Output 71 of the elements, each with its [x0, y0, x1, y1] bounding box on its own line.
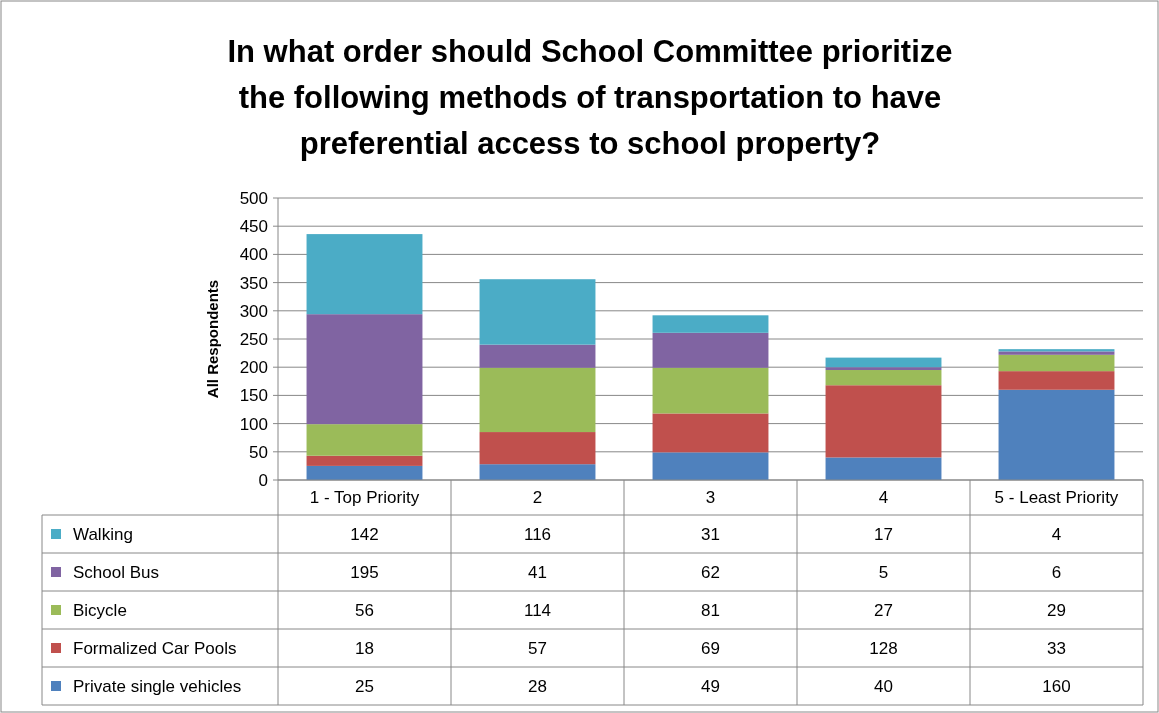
legend-label: Private single vehicles: [73, 676, 242, 696]
bar: [479, 344, 596, 368]
bar: [306, 314, 423, 425]
data-label: 41: [528, 562, 547, 582]
y-tick-label: 200: [239, 358, 268, 378]
data-label: 29: [1047, 600, 1066, 620]
bar: [825, 357, 942, 368]
x-tick-label: 2: [532, 488, 543, 508]
data-label: 28: [528, 676, 547, 696]
data-label: 128: [869, 638, 898, 658]
bar: [998, 371, 1115, 390]
bar: [479, 464, 596, 480]
data-label: 6: [1051, 562, 1062, 582]
bar: [998, 389, 1115, 480]
data-label: 195: [350, 562, 379, 582]
x-tick-label: 3: [705, 488, 716, 508]
data-label: 25: [355, 676, 374, 696]
bar: [306, 455, 423, 466]
bar: [479, 432, 596, 465]
legend-label: Formalized Car Pools: [73, 638, 237, 658]
data-label: 17: [874, 524, 893, 544]
bar: [306, 424, 423, 456]
y-tick-label: 250: [239, 329, 268, 349]
y-tick-label: 350: [239, 273, 268, 293]
data-label: 114: [523, 600, 552, 620]
data-label: 18: [355, 638, 374, 658]
y-tick-label: 0: [258, 470, 268, 490]
data-label: 160: [1042, 676, 1071, 696]
data-label: 81: [701, 600, 720, 620]
chart-title: In what order should School Committee prioritize the following methods of transportation to have preferential access to school property?: [227, 34, 953, 161]
data-label: 56: [355, 600, 374, 620]
bar: [998, 354, 1115, 372]
x-tick-label: 1 - Top Priority: [309, 488, 420, 508]
legend-label: Walking: [73, 524, 133, 544]
data-label: 69: [701, 638, 720, 658]
bar: [479, 279, 596, 345]
y-tick-label: 500: [239, 188, 268, 208]
bar: [652, 452, 769, 480]
data-label: 116: [523, 524, 552, 544]
bar: [652, 315, 769, 333]
bar: [306, 465, 423, 480]
data-label: 27: [874, 600, 893, 620]
bar: [825, 385, 942, 458]
bar: [479, 367, 596, 433]
bar: [825, 457, 942, 480]
data-label: 40: [874, 676, 893, 696]
bar: [825, 367, 942, 371]
y-tick-label: 400: [239, 245, 268, 265]
bar: [652, 413, 769, 453]
y-tick-label: 100: [239, 414, 268, 434]
legend-label: School Bus: [73, 562, 159, 582]
legend-label: Bicycle: [73, 600, 127, 620]
data-label: 33: [1047, 638, 1066, 658]
bar: [652, 332, 769, 368]
y-axis-title: All Respondents: [204, 279, 221, 399]
y-tick-label: 300: [239, 301, 268, 321]
data-label: 4: [1051, 524, 1062, 544]
y-tick-label: 450: [239, 217, 268, 237]
bar: [652, 367, 769, 414]
data-label: 5: [878, 562, 889, 582]
y-tick-label: 150: [239, 386, 268, 406]
data-label: 142: [350, 524, 379, 544]
data-label: 62: [701, 562, 720, 582]
data-label: 31: [701, 524, 720, 544]
bar: [306, 234, 423, 315]
data-label: 57: [528, 638, 547, 658]
data-label: 49: [701, 676, 720, 696]
x-tick-label: 4: [878, 488, 889, 508]
y-tick-label: 50: [249, 442, 268, 462]
bar: [825, 370, 942, 386]
x-tick-label: 5 - Least Priority: [994, 488, 1119, 508]
